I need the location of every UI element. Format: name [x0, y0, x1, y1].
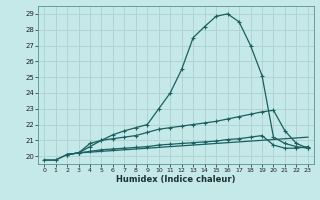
X-axis label: Humidex (Indice chaleur): Humidex (Indice chaleur) — [116, 175, 236, 184]
